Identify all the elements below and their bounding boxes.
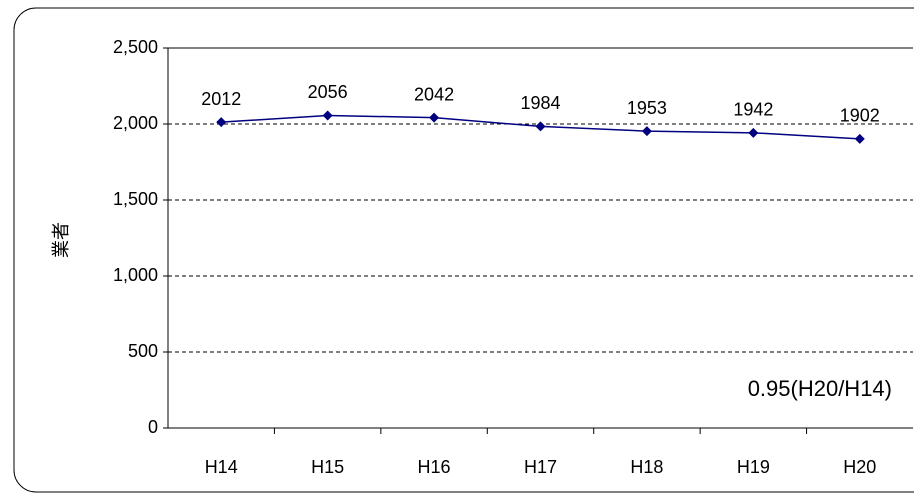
x-tick-label: H19 (737, 457, 770, 477)
data-label: 1953 (627, 98, 667, 118)
y-tick-label: 2,500 (113, 37, 158, 57)
data-label: 2056 (308, 82, 348, 102)
point (748, 127, 759, 138)
point (216, 117, 227, 128)
point (535, 121, 546, 132)
data-label: 2012 (201, 89, 241, 109)
x-tick-label: H20 (843, 457, 876, 477)
y-axis-label: 業者 (51, 222, 71, 258)
y-tick-label: 500 (128, 341, 158, 361)
x-tick-label: H16 (418, 457, 451, 477)
y-tick-label: 1,500 (113, 189, 158, 209)
point (429, 112, 440, 123)
y-tick-label: 2,000 (113, 113, 158, 133)
point (322, 110, 333, 121)
point (641, 126, 652, 137)
data-label: 1984 (520, 93, 560, 113)
data-label: 2042 (414, 84, 454, 104)
data-label: 1942 (733, 100, 773, 120)
point (854, 133, 865, 144)
x-tick-label: H15 (311, 457, 344, 477)
y-tick-label: 1,000 (113, 265, 158, 285)
y-tick-label: 0 (148, 417, 158, 437)
x-tick-label: H18 (630, 457, 663, 477)
x-tick-label: H14 (205, 457, 238, 477)
data-label: 1902 (840, 106, 880, 126)
x-tick-label: H17 (524, 457, 557, 477)
annotation: 0.95(H20/H14) (748, 376, 892, 401)
frame (13, 7, 914, 493)
